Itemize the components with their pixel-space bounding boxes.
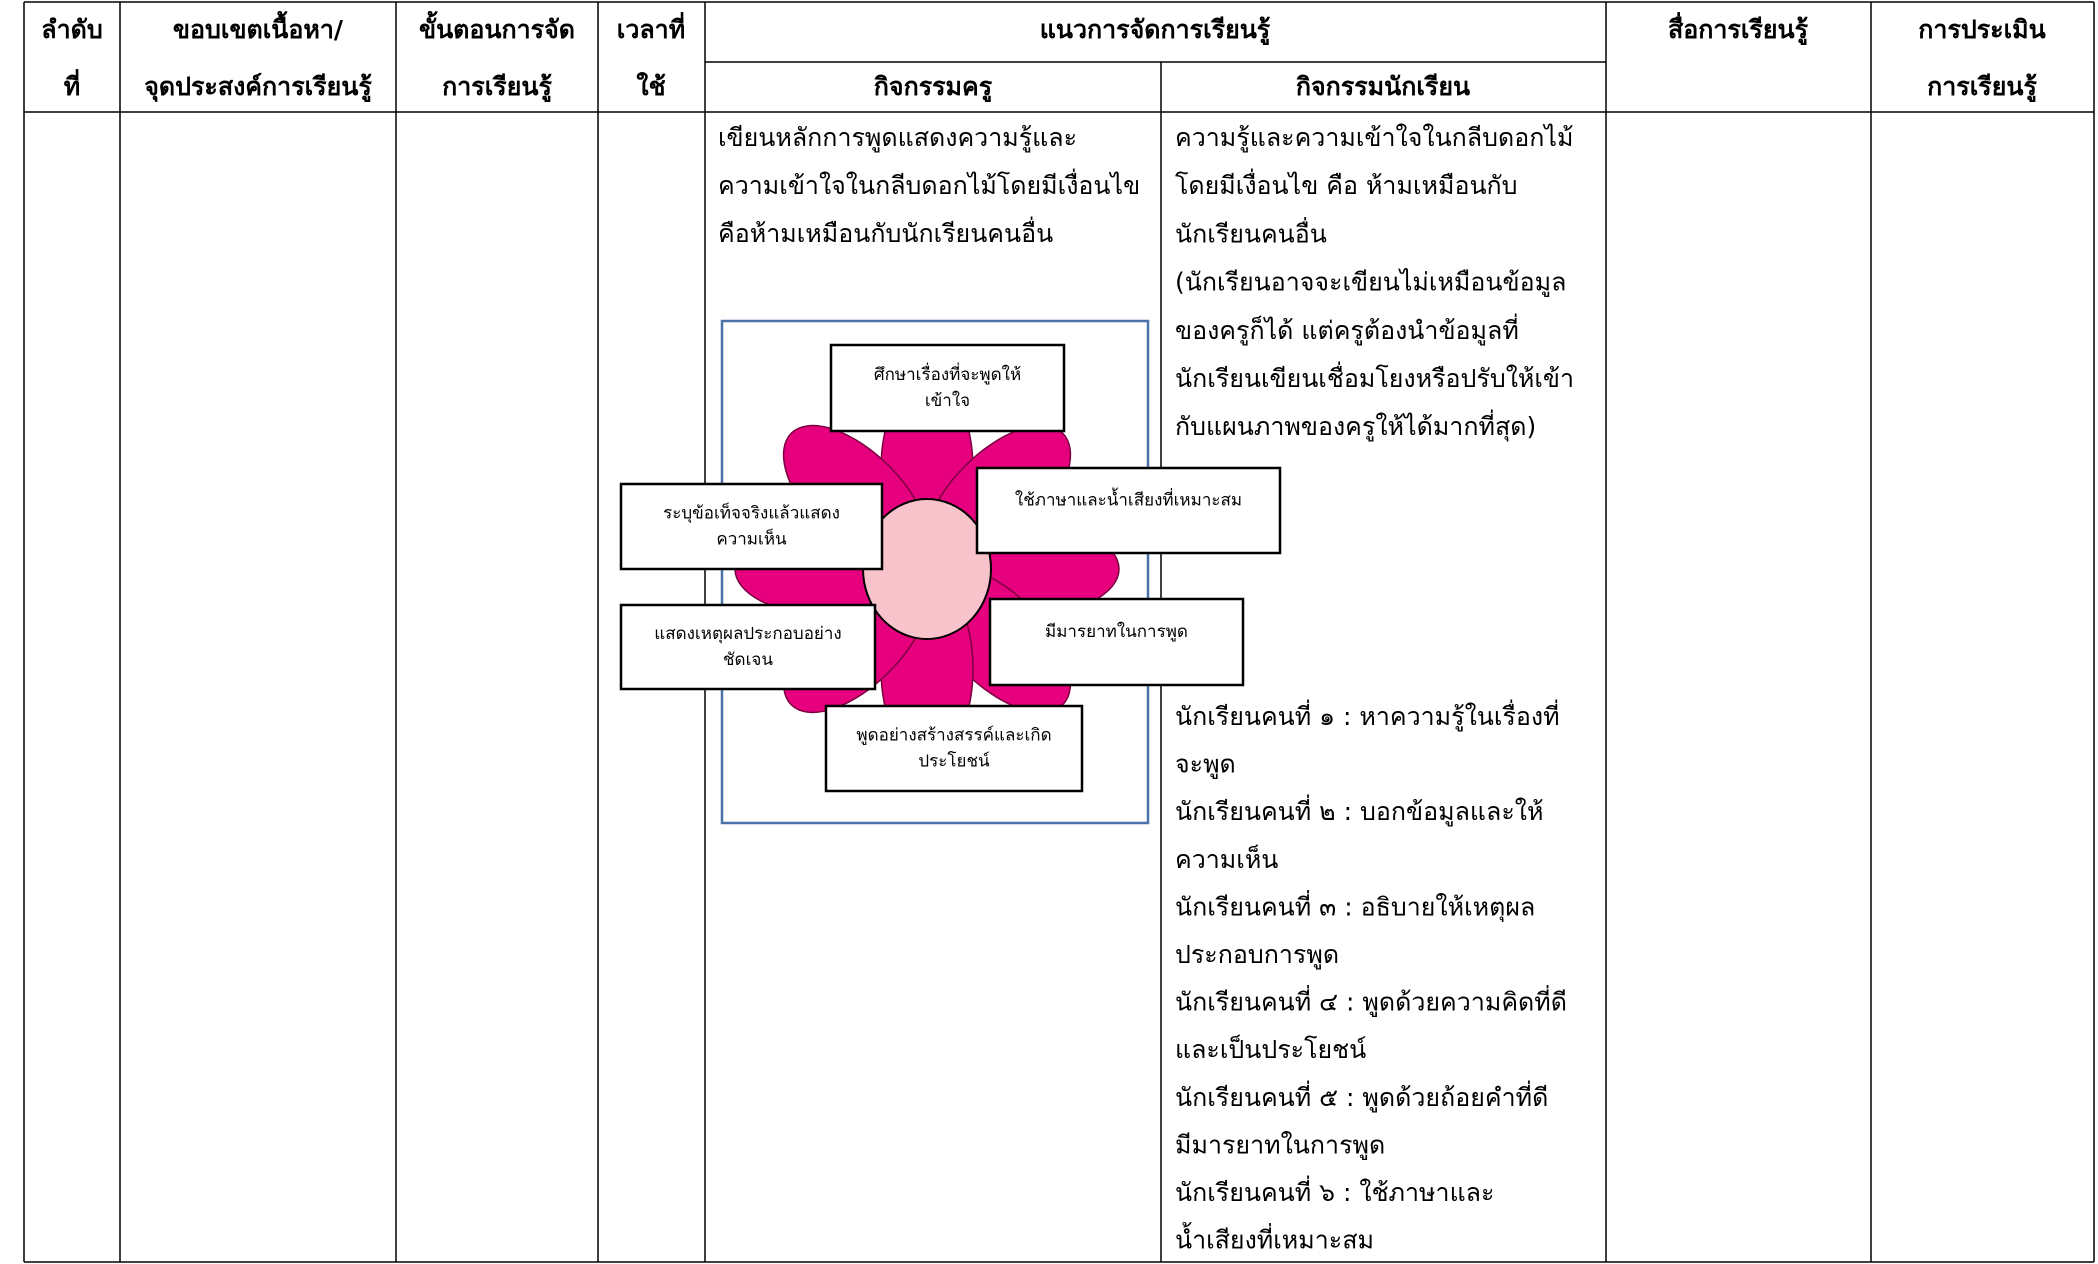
label-box [619, 482, 884, 571]
student-activity-line: นักเรียนคนอื่น [1175, 216, 1327, 248]
student-activity-line: กับแผนภาพของครูให้ได้มากที่สุด) [1175, 409, 1536, 442]
diagram-label: แสดงเหตุผลประกอบอย่าง [654, 624, 841, 644]
student-activity-line: (นักเรียนอาจจะเขียนไม่เหมือนข้อมูล [1175, 268, 1566, 298]
diagram-label: มีมารยาทในการพูด [1045, 621, 1188, 642]
diagram-label: ความเห็น [716, 528, 787, 550]
diagram-label: ใช้ภาษาและน้ำเสียงที่เหมาะสม [1015, 488, 1242, 511]
teacher-activity-line: ความเข้าใจในกลีบดอกไม้โดยมีเงื่อนไข [718, 168, 1140, 200]
student-role-line: นักเรียนคนที่ ๖ : ใช้ภาษาและ [1175, 1175, 1494, 1207]
student-activity-line: นักเรียนเขียนเชื่อมโยงหรือปรับให้เข้า [1175, 361, 1574, 393]
student-role-line: มีมารยาทในการพูด [1175, 1130, 1385, 1160]
student-role-line: นักเรียนคนที่ ๒ : บอกข้อมูลและให้ [1175, 794, 1543, 827]
student-role-line: และเป็นประโยชน์ [1175, 1034, 1367, 1064]
column-header: ขอบเขตเนื้อหา/ [173, 10, 344, 44]
column-header: ลำดับ [41, 15, 102, 44]
label-box [975, 466, 1282, 555]
diagram-label: ชัดเจน [723, 650, 773, 670]
student-role-line: ความเห็น [1175, 844, 1278, 874]
column-header: ที่ [64, 69, 80, 101]
student-role-line: นักเรียนคนที่ ๓ : อธิบายให้เหตุผล [1175, 889, 1535, 922]
diagram-label: ประโยชน์ [918, 751, 990, 772]
student-role-line: น้ำเสียงที่เหมาะสม [1175, 1222, 1374, 1255]
sub-header: กิจกรรมครู [874, 72, 993, 103]
student-role-line: นักเรียนคนที่ ๕ : พูดด้วยถ้อยคำที่ดี [1175, 1080, 1548, 1113]
column-header: สื่อการเรียนรู้ [1668, 12, 1809, 46]
teacher-activity-line: เขียนหลักการพูดแสดงความรู้และ [718, 123, 1077, 153]
column-header: การประเมิน [1918, 15, 2045, 44]
diagram-label: พูดอย่างสร้างสรรค์และเกิด [856, 726, 1051, 746]
label-box [829, 343, 1066, 433]
teacher-activity-line: คือห้ามเหมือนกับนักเรียนคนอื่น [718, 216, 1053, 248]
student-role-line: จะพูด [1175, 750, 1236, 780]
column-header: ขั้นตอนการจัด [419, 10, 575, 44]
column-header: จุดประสงค์การเรียนรู้ [144, 72, 372, 103]
student-role-line: นักเรียนคนที่ ๔ : พูดด้วยความคิดที่ดี [1175, 985, 1567, 1018]
label-box [988, 597, 1245, 687]
column-header: การเรียนรู้ [1927, 72, 2037, 103]
diagram-label: ระบุข้อเท็จจริงแล้วแสดง [663, 502, 840, 524]
student-activity-line: โดยมีเงื่อนไข คือ ห้ามเหมือนกับ [1175, 168, 1518, 200]
diagram-frame [720, 319, 1150, 825]
label-box [824, 704, 1084, 793]
label-box [619, 603, 877, 691]
student-activity-line: ความรู้และความเข้าใจในกลีบดอกไม้ [1175, 123, 1573, 153]
column-header: เวลาที่ [617, 12, 685, 44]
student-role-line: ประกอบการพูด [1175, 940, 1339, 970]
column-header: การเรียนรู้ [442, 72, 552, 103]
student-role-line: นักเรียนคนที่ ๑ : หาความรู้ในเรื่องที่ [1175, 699, 1560, 732]
sub-header: กิจกรรมนักเรียน [1296, 72, 1470, 101]
diagram-label: เข้าใจ [925, 390, 970, 411]
column-header: ใช้ [636, 71, 665, 101]
student-activity-line: ของครูก็ได้ แต่ครูต้องนำข้อมูลที่ [1175, 313, 1519, 346]
group-header: แนวการจัดการเรียนรู้ [1040, 15, 1271, 46]
diagram-label: ศึกษาเรื่องที่จะพูดให้ [874, 362, 1021, 385]
